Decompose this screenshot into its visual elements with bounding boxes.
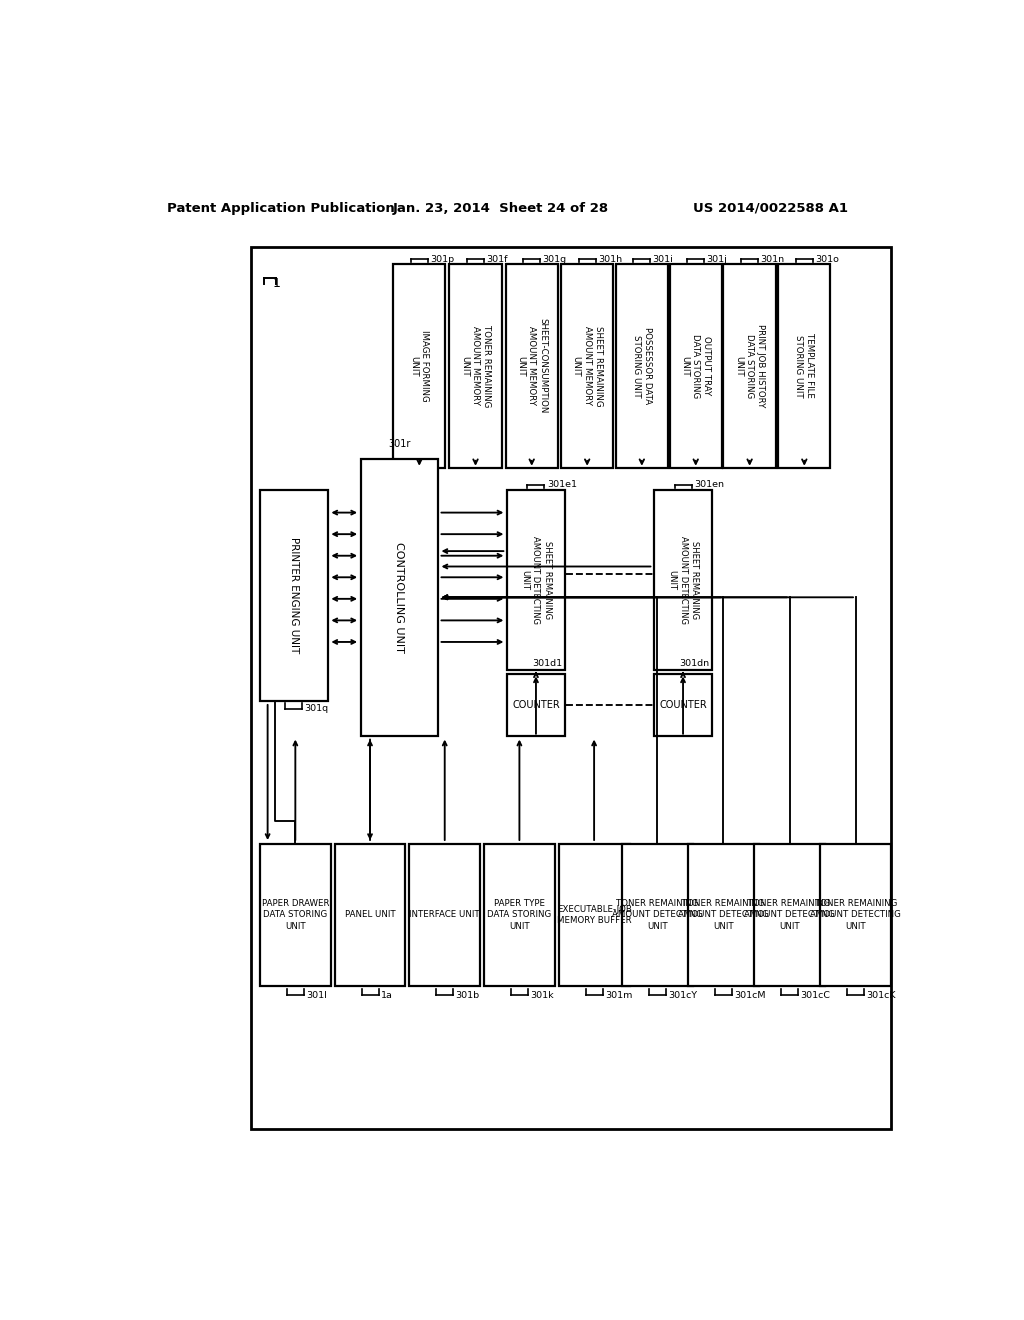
Text: 301cM: 301cM bbox=[734, 991, 766, 999]
Bar bbox=[507, 675, 565, 737]
Text: 301en: 301en bbox=[694, 480, 724, 490]
Bar bbox=[724, 264, 776, 469]
Text: PRINT JOB HISTORY
DATA STORING
UNIT: PRINT JOB HISTORY DATA STORING UNIT bbox=[734, 325, 765, 408]
Text: INTERFACE UNIT: INTERFACE UNIT bbox=[410, 911, 480, 920]
Text: PRINTER ENGING UNIT: PRINTER ENGING UNIT bbox=[289, 537, 299, 653]
Text: 301d1: 301d1 bbox=[532, 659, 562, 668]
Text: 301f: 301f bbox=[486, 255, 508, 264]
Text: 301i: 301i bbox=[652, 255, 674, 264]
Bar bbox=[688, 843, 759, 986]
Text: TONER REMAINING
AMOUNT DETECTING
UNIT: TONER REMAINING AMOUNT DETECTING UNIT bbox=[678, 899, 769, 931]
Text: PANEL UNIT: PANEL UNIT bbox=[345, 911, 395, 920]
Text: 301m: 301m bbox=[605, 991, 632, 999]
Text: 301dn: 301dn bbox=[679, 659, 710, 668]
Bar bbox=[615, 264, 668, 469]
Bar bbox=[561, 264, 613, 469]
Text: SHEET-CONSUMPTION
AMOUNT MEMORY
UNIT: SHEET-CONSUMPTION AMOUNT MEMORY UNIT bbox=[516, 318, 548, 413]
Bar bbox=[252, 247, 891, 1129]
Bar bbox=[506, 264, 558, 469]
Text: SHEET REMAINING
AMOUNT DETECTING
UNIT: SHEET REMAINING AMOUNT DETECTING UNIT bbox=[520, 536, 552, 624]
Bar bbox=[559, 843, 630, 986]
Text: 1: 1 bbox=[273, 277, 281, 290]
Text: IMAGE FORMING
UNIT: IMAGE FORMING UNIT bbox=[410, 330, 429, 401]
Text: 301e1: 301e1 bbox=[547, 480, 577, 490]
Text: TONER REMAINING
AMOUNT DETECTING
UNIT: TONER REMAINING AMOUNT DETECTING UNIT bbox=[810, 899, 901, 931]
Bar bbox=[393, 264, 445, 469]
Bar bbox=[450, 264, 502, 469]
Text: 301b: 301b bbox=[456, 991, 479, 999]
Bar bbox=[622, 843, 692, 986]
Text: COUNTER: COUNTER bbox=[512, 700, 560, 710]
Text: 301l: 301l bbox=[306, 991, 327, 999]
Bar bbox=[820, 843, 891, 986]
Text: FIG.37: FIG.37 bbox=[261, 643, 323, 660]
Text: 301cC: 301cC bbox=[801, 991, 830, 999]
Bar bbox=[755, 843, 825, 986]
Text: 301cK: 301cK bbox=[866, 991, 896, 999]
Text: CONTROLLING UNIT: CONTROLLING UNIT bbox=[394, 543, 404, 652]
Text: OUTPUT TRAY
DATA STORING
UNIT: OUTPUT TRAY DATA STORING UNIT bbox=[680, 334, 712, 399]
Text: 1a: 1a bbox=[381, 991, 392, 999]
Text: 301r: 301r bbox=[388, 440, 411, 449]
Text: 301o: 301o bbox=[815, 255, 839, 264]
Text: 301j: 301j bbox=[707, 255, 727, 264]
Bar bbox=[410, 843, 480, 986]
Text: TEMPLATE FILE
STORING UNIT: TEMPLATE FILE STORING UNIT bbox=[795, 334, 814, 399]
Bar bbox=[507, 490, 565, 671]
Text: 301n: 301n bbox=[761, 255, 784, 264]
Text: SHEET REMAINING
AMOUNT DETECTING
UNIT: SHEET REMAINING AMOUNT DETECTING UNIT bbox=[668, 536, 698, 624]
Text: 301q: 301q bbox=[304, 705, 329, 713]
Bar bbox=[778, 264, 830, 469]
Text: 301cY: 301cY bbox=[668, 991, 697, 999]
Text: COUNTER: COUNTER bbox=[659, 700, 707, 710]
Text: 301h: 301h bbox=[598, 255, 622, 264]
Bar bbox=[260, 843, 331, 986]
Bar bbox=[260, 490, 328, 701]
Bar bbox=[484, 843, 555, 986]
Text: EXECUTABLE-JOB
MEMORY BUFFER: EXECUTABLE-JOB MEMORY BUFFER bbox=[557, 906, 632, 925]
Bar bbox=[360, 459, 438, 737]
Text: SHEET REMAINING
AMOUNT MEMORY
UNIT: SHEET REMAINING AMOUNT MEMORY UNIT bbox=[571, 326, 603, 407]
Text: Jan. 23, 2014  Sheet 24 of 28: Jan. 23, 2014 Sheet 24 of 28 bbox=[392, 202, 608, 215]
Text: US 2014/0022588 A1: US 2014/0022588 A1 bbox=[692, 202, 848, 215]
Text: TONER REMAINING
AMOUNT MEMORY
UNIT: TONER REMAINING AMOUNT MEMORY UNIT bbox=[460, 325, 492, 407]
Text: TONER REMAINING
AMOUNT DETECTING
UNIT: TONER REMAINING AMOUNT DETECTING UNIT bbox=[744, 899, 836, 931]
Text: 301g: 301g bbox=[543, 255, 566, 264]
Text: 301p: 301p bbox=[430, 255, 455, 264]
Bar bbox=[654, 490, 712, 671]
Text: TONER REMAINING
AMOUNT DETECTING
UNIT: TONER REMAINING AMOUNT DETECTING UNIT bbox=[611, 899, 702, 931]
Text: Patent Application Publication: Patent Application Publication bbox=[167, 202, 394, 215]
Bar bbox=[670, 264, 722, 469]
Text: 301k: 301k bbox=[530, 991, 554, 999]
Text: POSSESSOR DATA
STORING UNIT: POSSESSOR DATA STORING UNIT bbox=[632, 327, 652, 404]
Text: PAPER TYPE
DATA STORING
UNIT: PAPER TYPE DATA STORING UNIT bbox=[487, 899, 552, 931]
Bar bbox=[335, 843, 406, 986]
Text: PAPER DRAWER
DATA STORING
UNIT: PAPER DRAWER DATA STORING UNIT bbox=[261, 899, 329, 931]
Bar bbox=[654, 675, 712, 737]
